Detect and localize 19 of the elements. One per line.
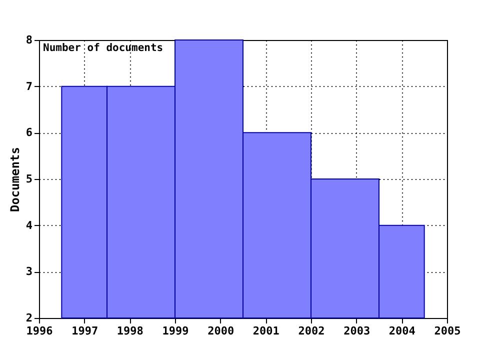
y-tick-label: 7 [26,80,32,93]
x-tick-label: 2005 [434,324,461,338]
x-tick-label: 2001 [252,324,280,338]
x-tick-label: 1999 [162,324,189,338]
x-tick-label: 2002 [298,324,325,338]
annotation: Number of documents [43,42,164,54]
y-tick-label: 8 [26,34,32,46]
y-tick-label: 2 [26,312,32,324]
y-axis-title: Documents [8,146,22,212]
x-tick-label: 2000 [208,324,234,338]
x-tick-label: 1997 [72,324,98,338]
x-tick-label: 1998 [116,324,144,338]
x-tick-label: 1996 [26,324,54,338]
x-tick-label: 2004 [388,324,416,338]
y-tick-label: 5 [26,172,32,186]
y-tick-label: 3 [26,265,32,278]
x-tick-label: 2003 [344,324,370,338]
y-tick-label: 4 [26,218,33,232]
y-tick-label: 6 [26,126,33,140]
